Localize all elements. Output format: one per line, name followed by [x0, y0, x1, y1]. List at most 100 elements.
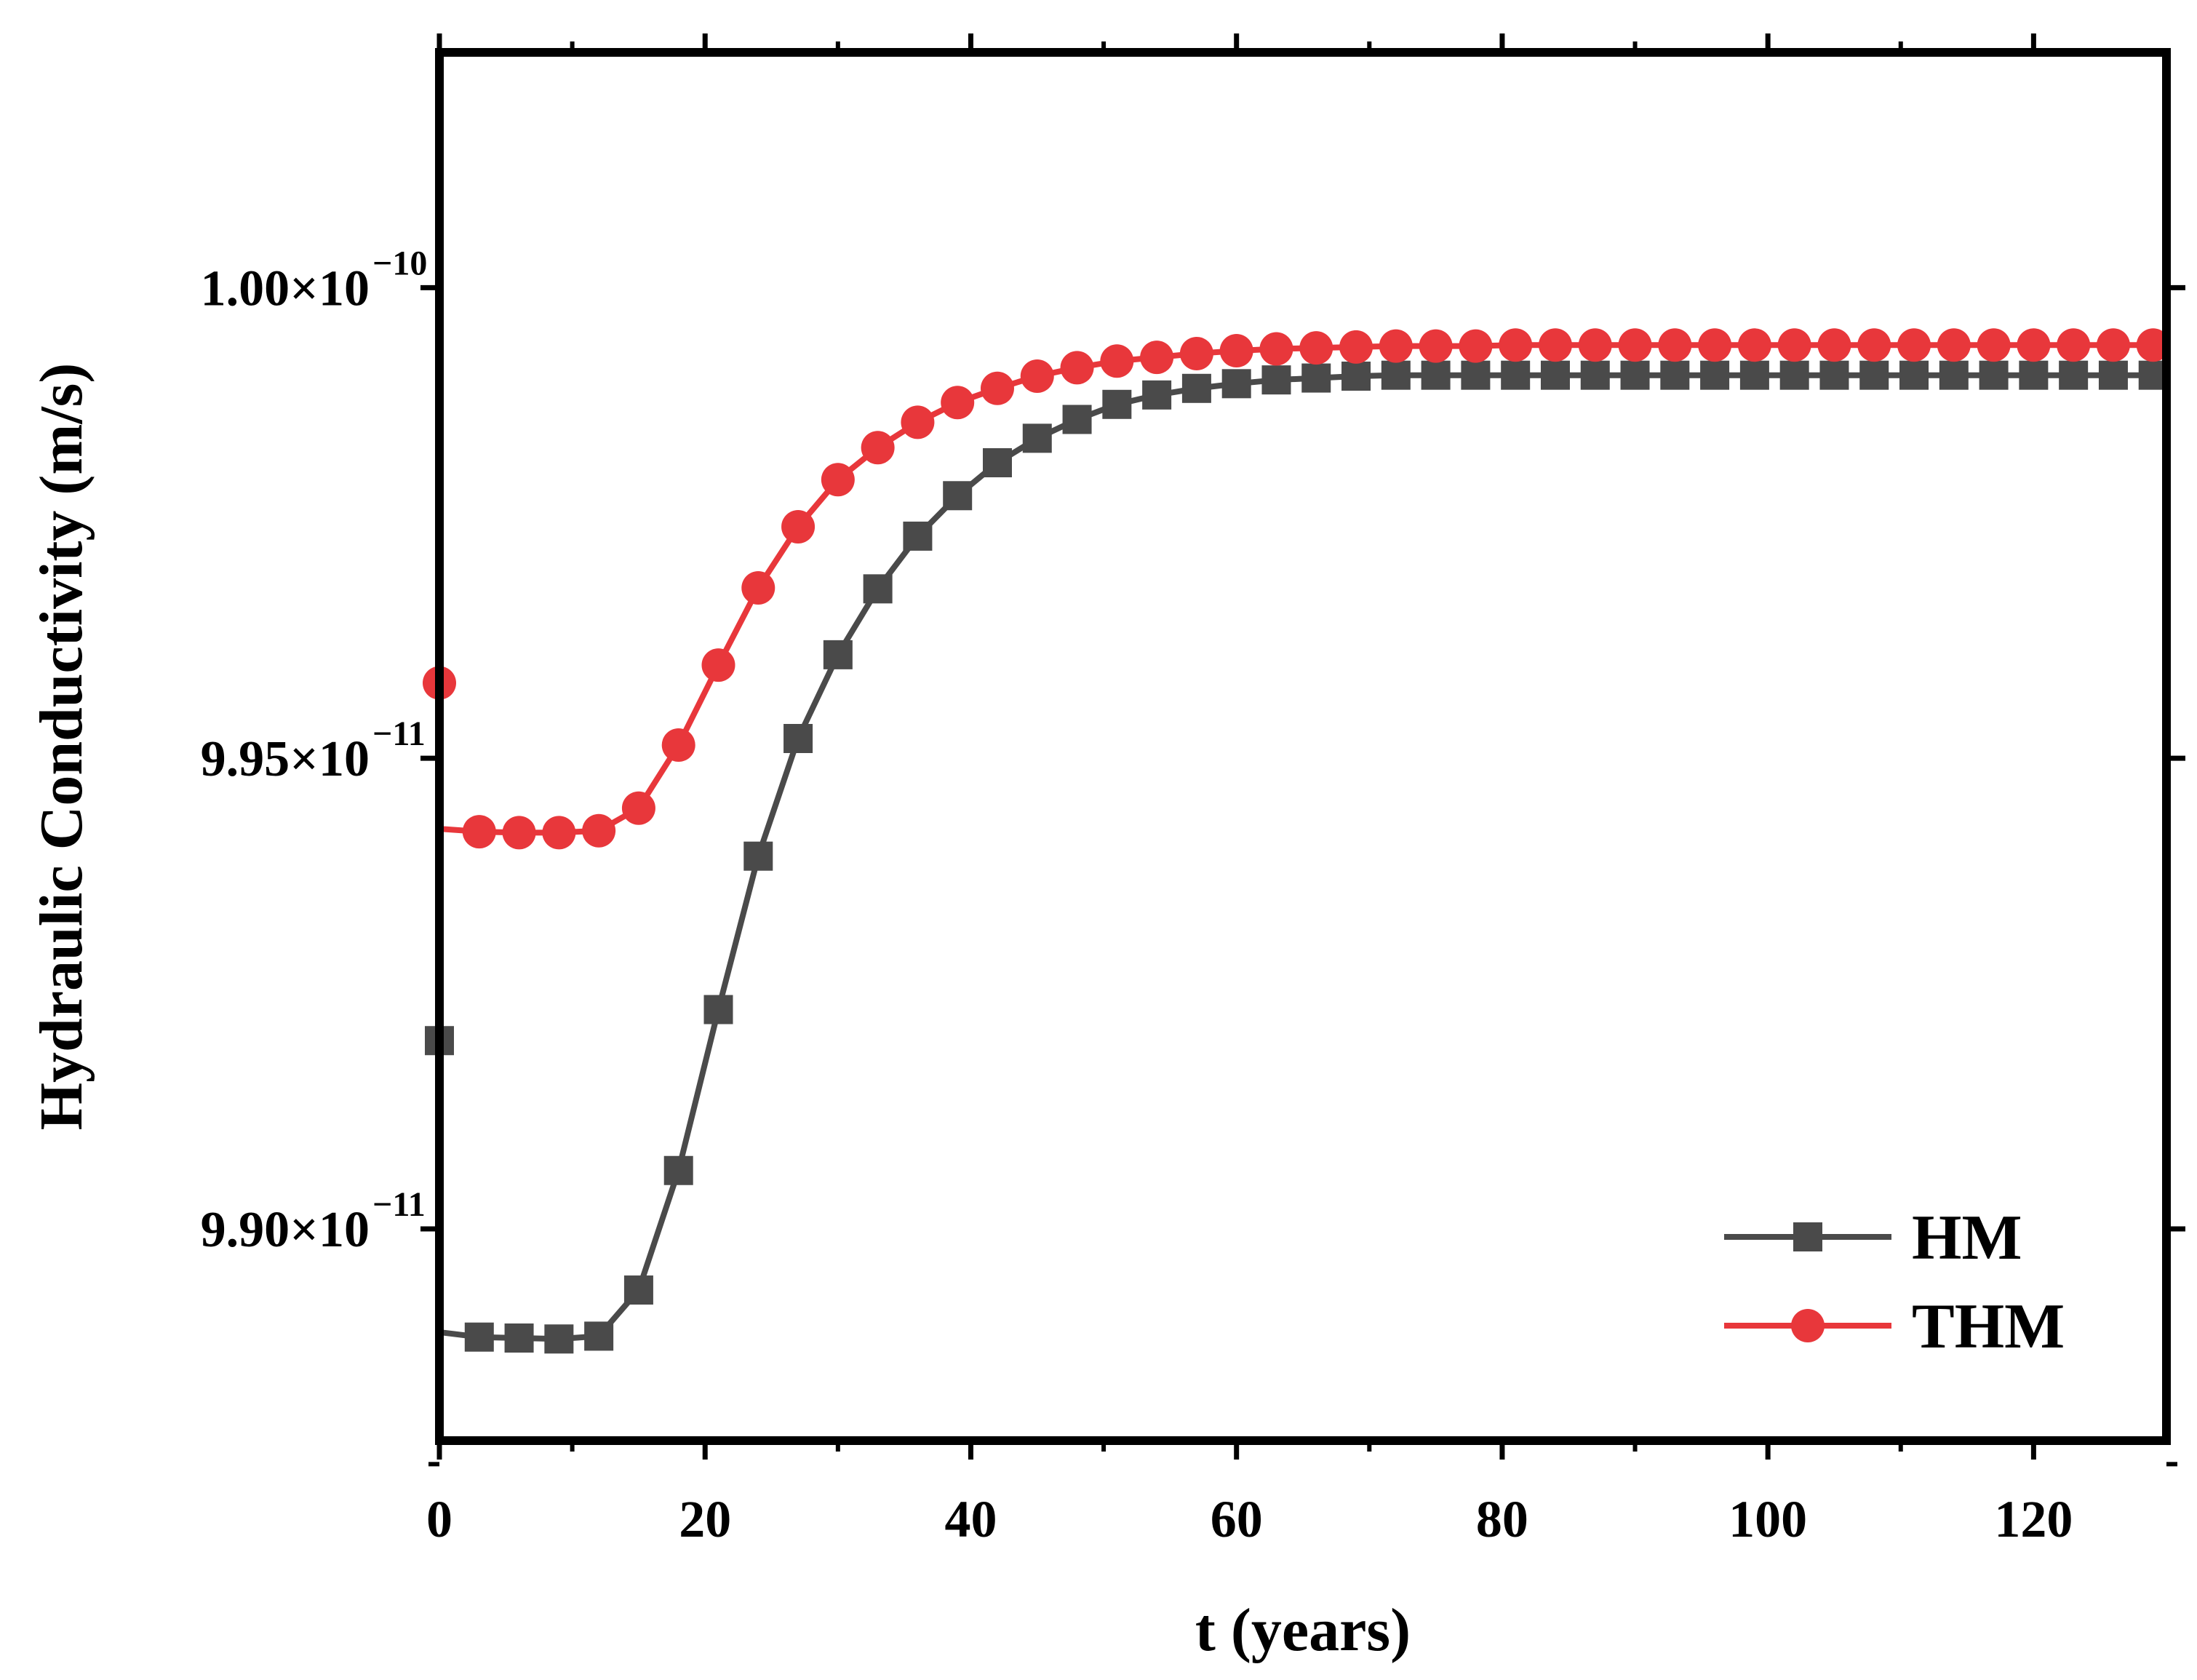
y-tick-labels: 9.90×10 −119.95×10 −111.00×10 −10 — [201, 244, 428, 1258]
data-point-hm — [1022, 423, 1052, 453]
data-point-thm — [980, 371, 1014, 405]
series-line-thm — [436, 342, 2153, 836]
data-point-hm — [1700, 360, 1730, 390]
data-point-thm — [1977, 328, 2011, 362]
data-point-thm — [1499, 328, 1533, 362]
y-tick-label: 9.95×10 — [201, 731, 370, 787]
data-point-hm — [823, 640, 853, 669]
legend: HM THM — [1724, 1203, 2065, 1362]
y-tick-label: 1.00×10 — [201, 260, 370, 317]
data-point-thm — [1857, 328, 1891, 362]
data-point-hm — [1381, 360, 1411, 390]
data-point-thm — [1578, 328, 1612, 362]
data-point-hm — [1501, 360, 1531, 390]
legend-label-thm: THM — [1912, 1291, 2065, 1362]
data-point-hm — [1301, 363, 1331, 393]
legend-marker-hm — [1793, 1222, 1822, 1251]
data-point-hm — [2098, 360, 2128, 390]
data-point-hm — [783, 724, 813, 754]
data-point-hm — [1341, 361, 1371, 391]
data-point-hm — [504, 1323, 534, 1353]
data-point-thm — [661, 728, 695, 763]
data-point-hm — [1102, 389, 1132, 419]
data-point-thm — [621, 791, 655, 825]
data-point-thm — [1897, 328, 1931, 362]
series-line-hm — [436, 372, 2153, 1342]
data-point-hm — [863, 574, 893, 604]
data-point-thm — [542, 816, 576, 850]
data-point-thm — [1020, 359, 1054, 393]
data-point-hm — [703, 995, 733, 1024]
data-point-thm — [1060, 351, 1094, 385]
plot-series — [423, 328, 2170, 1354]
data-point-thm — [701, 648, 735, 682]
data-point-hm — [1181, 373, 1211, 403]
data-point-thm — [502, 816, 536, 850]
data-point-hm — [2059, 360, 2089, 390]
data-point-hm — [1142, 380, 1172, 410]
x-tick-labels: 0 20 40 60 80 100 120 — [426, 1490, 2073, 1548]
data-point-thm — [1777, 328, 1811, 362]
data-point-thm — [2057, 328, 2091, 362]
data-point-hm — [1261, 365, 1291, 395]
data-point-hm — [1421, 360, 1451, 390]
data-point-hm — [1580, 360, 1610, 390]
data-point-thm — [941, 386, 975, 420]
data-point-thm — [1339, 330, 1373, 364]
x-tick-label: 80 — [1476, 1490, 1528, 1548]
legend-label-hm: HM — [1912, 1203, 2022, 1273]
data-point-hm — [464, 1322, 494, 1352]
data-point-thm — [582, 813, 616, 848]
y-tick-exponent: −10 — [372, 244, 427, 282]
data-point-thm — [1459, 329, 1493, 363]
data-point-thm — [821, 463, 855, 497]
y-tick-exponent: −11 — [372, 1185, 426, 1224]
x-tick-label: 40 — [944, 1490, 997, 1548]
data-point-hm — [663, 1155, 693, 1185]
data-point-thm — [462, 815, 496, 849]
data-point-hm — [982, 447, 1012, 477]
data-point-thm — [1618, 328, 1652, 362]
data-point-thm — [1937, 328, 1971, 362]
data-point-thm — [741, 571, 775, 605]
data-point-hm — [1620, 360, 1650, 390]
data-point-hm — [1779, 360, 1809, 390]
data-point-thm — [781, 509, 816, 544]
data-point-thm — [1538, 328, 1572, 362]
data-point-hm — [1660, 360, 1690, 390]
data-point-thm — [1100, 344, 1134, 378]
legend-marker-thm — [1791, 1309, 1825, 1342]
data-point-thm — [1658, 328, 1692, 362]
x-tick-label: 60 — [1211, 1490, 1263, 1548]
data-point-hm — [1062, 405, 1092, 434]
data-point-thm — [1737, 328, 1771, 362]
x-axis-title: t (years) — [1195, 1596, 1411, 1664]
x-tick-label: 0 — [426, 1490, 452, 1548]
data-point-thm — [901, 405, 935, 439]
data-point-thm — [2096, 328, 2130, 362]
data-point-thm — [861, 431, 895, 465]
data-point-hm — [1939, 360, 1969, 390]
data-point-thm — [1698, 328, 1732, 362]
data-point-thm — [1219, 334, 1253, 368]
data-point-thm — [2017, 328, 2051, 362]
data-point-thm — [1179, 336, 1213, 370]
data-point-hm — [544, 1324, 574, 1354]
data-point-hm — [1979, 360, 2009, 390]
data-point-thm — [1379, 329, 1413, 363]
y-axis-title: Hydraulic Conductivity (m/s) — [28, 363, 95, 1131]
x-tick-label: 120 — [1994, 1490, 2073, 1548]
plot-frame — [435, 48, 2171, 1445]
data-point-thm — [1140, 341, 1174, 375]
x-tick-label: 20 — [679, 1490, 731, 1548]
y-tick-label: 9.90×10 — [201, 1202, 370, 1258]
data-point-hm — [1859, 360, 1889, 390]
y-tick-exponent: −11 — [372, 714, 426, 753]
data-point-thm — [1419, 329, 1453, 363]
data-point-thm — [1259, 332, 1293, 366]
data-point-hm — [943, 481, 973, 511]
data-point-thm — [2136, 328, 2170, 362]
data-point-hm — [903, 521, 933, 551]
